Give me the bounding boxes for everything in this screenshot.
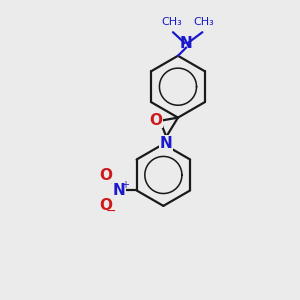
Text: +: + <box>121 179 129 190</box>
Text: N: N <box>112 183 125 198</box>
Text: CH₃: CH₃ <box>194 17 214 27</box>
Text: N: N <box>180 36 193 51</box>
Text: O: O <box>99 198 112 213</box>
Text: O: O <box>99 168 112 183</box>
Text: N: N <box>160 136 173 151</box>
Text: −: − <box>106 205 116 218</box>
Text: CH₃: CH₃ <box>161 17 182 27</box>
Text: O: O <box>149 113 162 128</box>
